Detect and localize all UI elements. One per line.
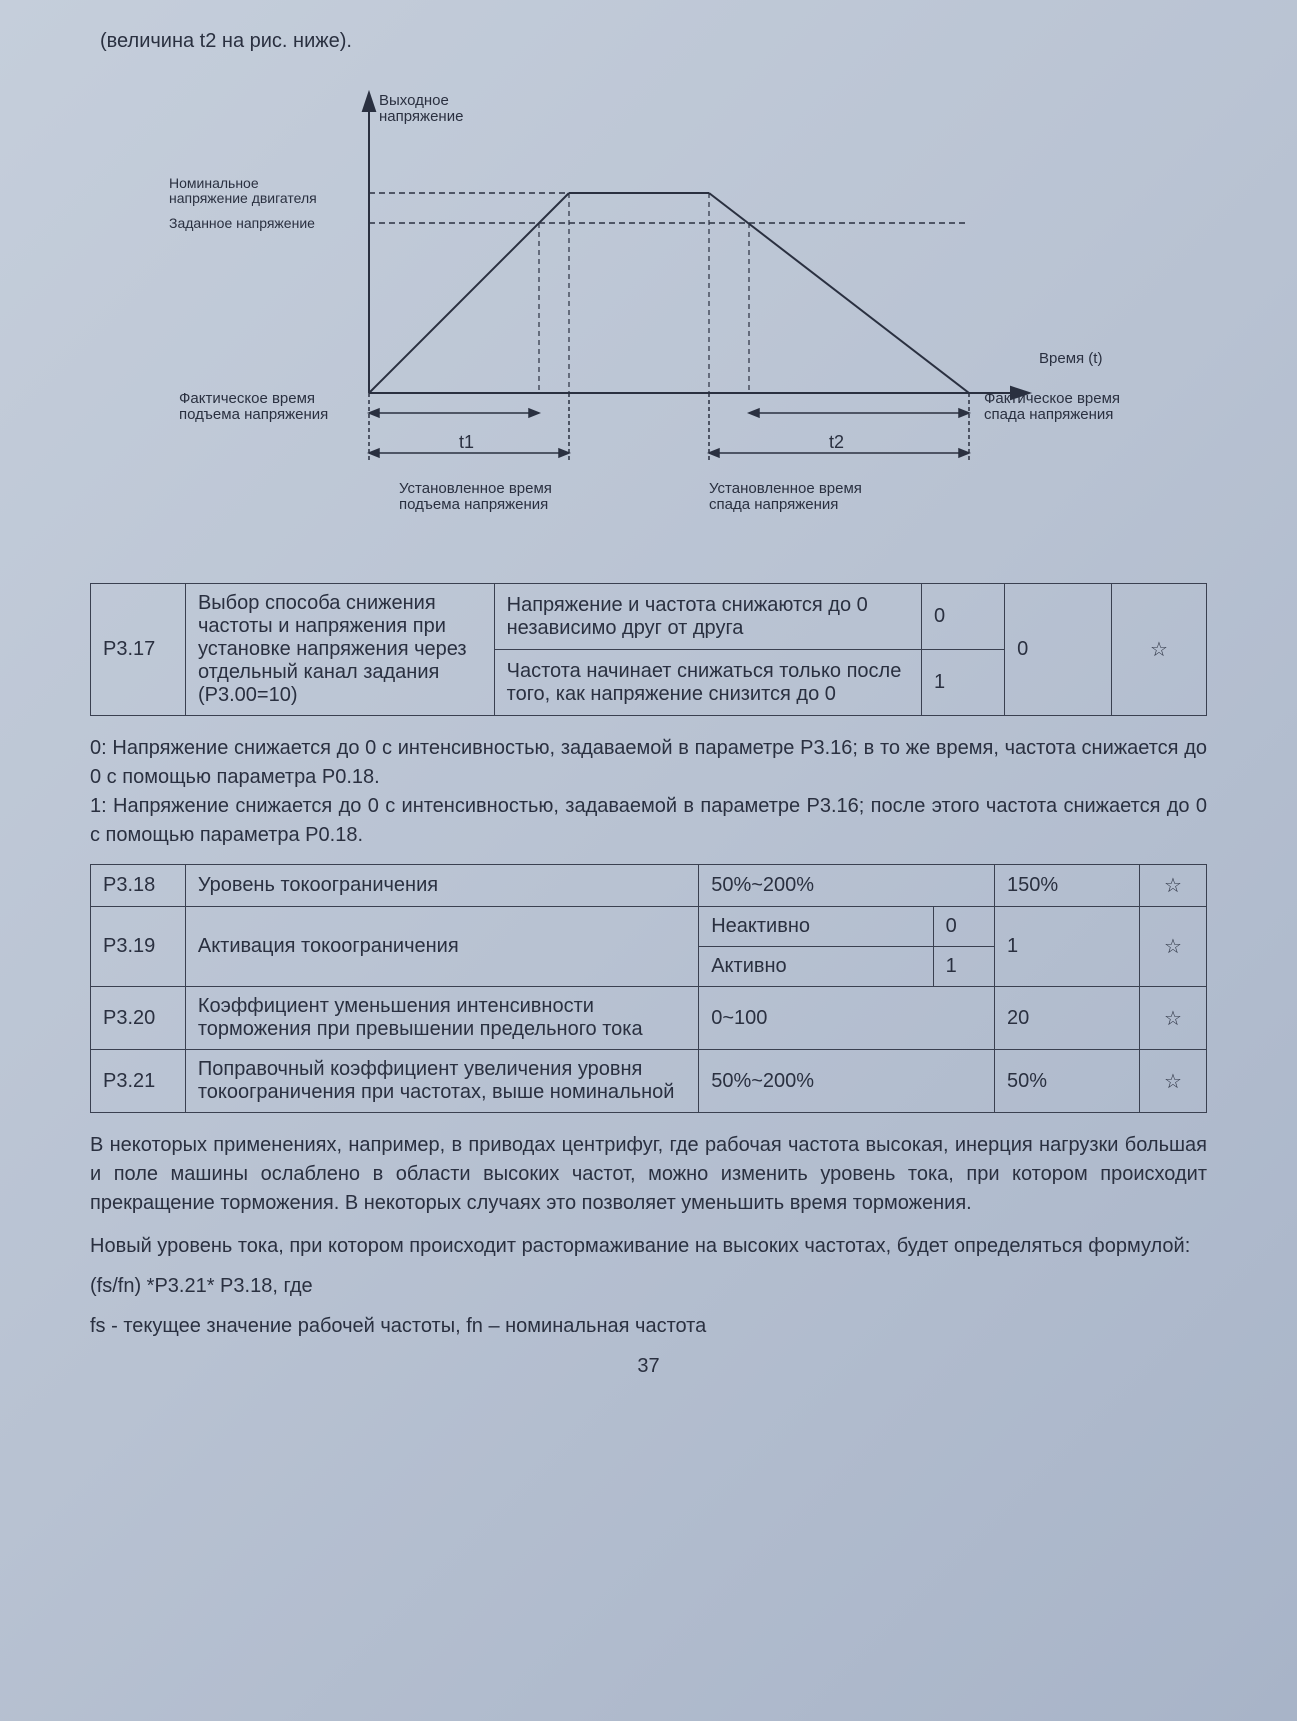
option-value: 0 xyxy=(933,907,994,947)
param-name: Поправочный коэффициент увеличения уровн… xyxy=(185,1050,698,1113)
default-value: 0 xyxy=(1005,584,1112,716)
default-value: 1 xyxy=(994,907,1139,987)
paragraph-new-level: Новый уровень тока, при котором происход… xyxy=(90,1232,1207,1261)
x-axis-label: Время (t) xyxy=(1039,350,1102,367)
t1-label: t1 xyxy=(459,432,474,452)
p317-explanation: 0: Напряжение снижается до 0 с интенсивн… xyxy=(90,734,1207,850)
param-code: P3.20 xyxy=(91,987,186,1050)
page-number: 37 xyxy=(90,1355,1207,1378)
table-row: P3.21 Поправочный коэффициент увеличения… xyxy=(91,1050,1207,1113)
param-range: 0~100 xyxy=(699,987,995,1050)
nominal-voltage-label: Номинальное напряжение двигателя xyxy=(169,175,317,206)
access-star: ☆ xyxy=(1140,987,1207,1050)
param-code: P3.21 xyxy=(91,1050,186,1113)
param-desc: Выбор способа снижения частоты и напряже… xyxy=(185,584,494,716)
table-p317: P3.17 Выбор способа снижения частоты и н… xyxy=(90,583,1207,716)
param-code: P3.17 xyxy=(91,584,186,716)
actual-fall-label: Фактическое время спада напряжения xyxy=(984,390,1124,423)
t2-label: t2 xyxy=(829,432,844,452)
set-fall-label: Установленное время спада напряжения xyxy=(709,480,866,513)
document-page: (величина t2 на рис. ниже). Выходное нап… xyxy=(0,0,1297,1721)
param-range: 50%~200% xyxy=(699,1050,995,1113)
formula-text: (fs/fn) *P3.21* P3.18, где xyxy=(90,1275,1207,1298)
set-voltage-label: Заданное напряжение xyxy=(169,215,315,231)
table-row: P3.17 Выбор способа снижения частоты и н… xyxy=(91,584,1207,650)
option-value: 0 xyxy=(922,584,1005,650)
table-row: P3.20 Коэффициент уменьшения интенсивнос… xyxy=(91,987,1207,1050)
set-rise-label: Установленное время подъема напряжения xyxy=(399,480,556,513)
option-text: Неактивно xyxy=(699,907,933,947)
param-name: Уровень токоограничения xyxy=(185,865,698,907)
option-value: 1 xyxy=(933,947,994,987)
default-value: 20 xyxy=(994,987,1139,1050)
default-value: 150% xyxy=(994,865,1139,907)
access-star: ☆ xyxy=(1111,584,1206,716)
table-row: P3.19 Активация токоограничения Неактивн… xyxy=(91,907,1207,947)
default-value: 50% xyxy=(994,1050,1139,1113)
access-star: ☆ xyxy=(1140,865,1207,907)
intro-text: (величина t2 на рис. ниже). xyxy=(100,30,1207,53)
param-code: P3.18 xyxy=(91,865,186,907)
access-star: ☆ xyxy=(1140,907,1207,987)
voltage-time-diagram: Выходное напряжение Номинальное напряжен… xyxy=(149,73,1149,553)
param-name: Коэффициент уменьшения интенсивности тор… xyxy=(185,987,698,1050)
y-axis-label: Выходное напряжение xyxy=(379,92,463,125)
option-value: 1 xyxy=(922,650,1005,716)
actual-rise-label: Фактическое время подъема напряжения xyxy=(179,390,328,423)
param-name: Активация токоограничения xyxy=(185,907,698,987)
option-text: Активно xyxy=(699,947,933,987)
param-range: 50%~200% xyxy=(699,865,995,907)
paragraph-centrifuge: В некоторых применениях, например, в при… xyxy=(90,1131,1207,1218)
fs-definition: fs - текущее значение рабочей частоты, f… xyxy=(90,1312,1207,1341)
access-star: ☆ xyxy=(1140,1050,1207,1113)
option-text: Частота начинает снижаться только после … xyxy=(494,650,921,716)
table-p318-p321: P3.18 Уровень токоограничения 50%~200% 1… xyxy=(90,864,1207,1113)
table-row: P3.18 Уровень токоограничения 50%~200% 1… xyxy=(91,865,1207,907)
param-code: P3.19 xyxy=(91,907,186,987)
option-text: Напряжение и частота снижаются до 0 неза… xyxy=(494,584,921,650)
